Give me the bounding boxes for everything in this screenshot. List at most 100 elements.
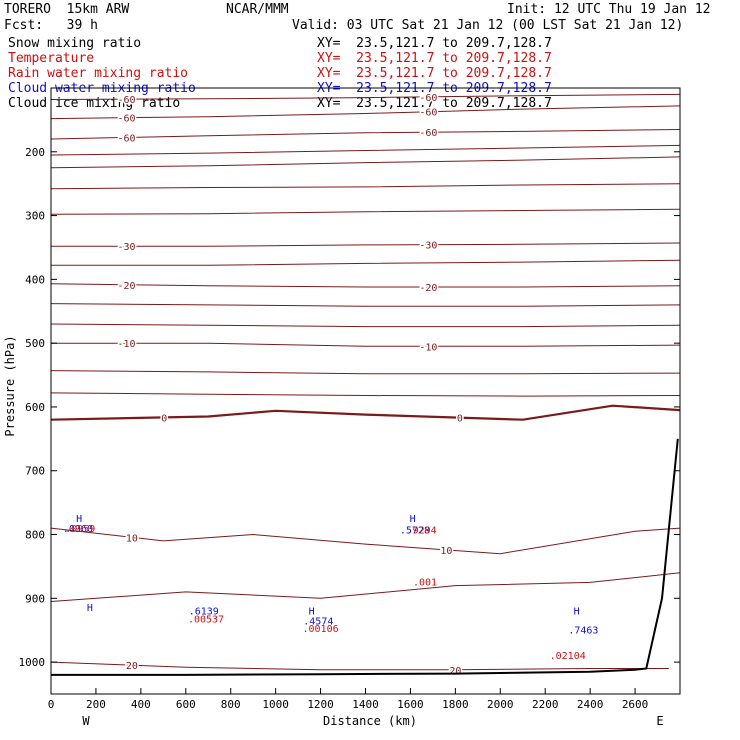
model-title: TORERO 15km ARW — [4, 2, 130, 17]
y-tick-label-3: 500 — [25, 337, 45, 350]
contour-label-9-1: -20 — [419, 283, 437, 294]
x-axis-label: Distance (km) — [323, 714, 417, 728]
annotation-1: .0960 — [63, 524, 93, 535]
xy-cloud-ice: XY= 23.5,121.7 to 209.7,128.7 — [317, 96, 552, 111]
annotation-12: .001 — [413, 578, 437, 589]
contour-label-15-0: 0 — [161, 413, 167, 424]
y-axis-label: Pressure (hPa) — [3, 335, 17, 436]
temperature-contour-4 — [50, 156, 681, 169]
x-tick-label-7: 1400 — [352, 698, 379, 711]
contour-label-2-0: -60 — [117, 134, 135, 145]
field-temperature: Temperature — [8, 51, 95, 66]
temperature-contour-13 — [50, 370, 681, 375]
annotation-2: .0959 — [65, 524, 95, 535]
contour-label-12-1: -10 — [419, 342, 437, 353]
temperature-contour-8 — [51, 259, 681, 266]
plot-frame — [50, 87, 681, 695]
contour-label-15-1: 0 — [457, 414, 463, 425]
xy-rain: XY= 23.5,121.7 to 209.7,128.7 — [317, 66, 552, 81]
annotation-7: .4574 — [303, 616, 333, 627]
y-tick-label-2: 400 — [25, 273, 45, 286]
y-tick-label-8: 1000 — [19, 656, 46, 669]
contour-label-18-1: 20 — [449, 666, 461, 677]
x-tick-label-10: 2000 — [487, 698, 514, 711]
annotation-5: .00537 — [188, 615, 224, 626]
contour-label-9-0: -20 — [117, 281, 135, 292]
east-label: E — [656, 714, 663, 728]
temperature-contour-1 — [50, 105, 681, 120]
temperature-contour-17 — [50, 572, 681, 602]
contour-label-16-0: 10 — [126, 533, 138, 544]
axes: 0 200 400 600 800 1000 1200 1400 1600 1800 2000 220… — [19, 146, 680, 711]
y-tick-label-4: 600 — [25, 401, 45, 414]
annotation-13: H — [574, 606, 580, 617]
y-tick-label-7: 900 — [25, 592, 45, 605]
x-tick-label-4: 800 — [221, 698, 241, 711]
x-tick-label-13: 2600 — [622, 698, 649, 711]
xy-snow: XY= 23.5,121.7 to 209.7,128.7 — [317, 36, 552, 51]
temperature-contour-11 — [50, 323, 681, 328]
temperature-contour-2 — [50, 129, 681, 140]
contour-label-1-0: -60 — [117, 114, 135, 125]
x-tick-label-9: 1800 — [442, 698, 469, 711]
temperature-contour-5 — [50, 183, 681, 190]
x-tick-label-12: 2400 — [577, 698, 604, 711]
x-tick-label-6: 1200 — [307, 698, 334, 711]
annotation-3: H — [87, 603, 93, 614]
contour-label-7-1: -30 — [419, 241, 437, 252]
y-tick-label-0: 200 — [25, 146, 45, 159]
field-cloud-ice: Cloud ice mixing ratio — [8, 96, 181, 111]
x-tick-label-5: 1000 — [262, 698, 289, 711]
annotation-10: .5728 — [400, 525, 430, 536]
contour-label-0-0: -60 — [117, 95, 135, 106]
x-tick-label-8: 1600 — [397, 698, 424, 711]
field-rain: Rain water mixing ratio — [8, 66, 189, 81]
center-title: NCAR/MMM — [226, 2, 289, 17]
contour-label-0-1: -60 — [419, 93, 437, 104]
field-snow: Snow mixing ratio — [8, 36, 142, 51]
temperature-contour-18 — [50, 661, 669, 671]
temperature-contour-12 — [51, 342, 681, 347]
temperature-contour-10 — [50, 303, 681, 307]
annotation-6: H — [309, 606, 315, 617]
terrain — [51, 438, 679, 676]
annotation-14: .7463 — [568, 625, 598, 636]
x-tick-label-2: 400 — [131, 698, 151, 711]
contour-label-1-1: -60 — [419, 108, 437, 119]
west-label: W — [82, 714, 90, 728]
annotation-8: .00106 — [303, 624, 339, 635]
x-tick-label-3: 600 — [176, 698, 196, 711]
temperature-contour-7 — [51, 242, 681, 247]
contour-label-16-1: 10 — [440, 546, 452, 557]
temperature-contour-6 — [50, 208, 681, 215]
contour-label-7-0: -30 — [117, 242, 135, 253]
x-tick-label-11: 2200 — [532, 698, 559, 711]
x-tick-label-1: 200 — [86, 698, 106, 711]
annotation-4: .6139 — [189, 606, 219, 617]
terrain-line — [51, 438, 679, 676]
contour-label-12-0: -10 — [117, 339, 135, 350]
y-tick-label-6: 800 — [25, 529, 45, 542]
y-tick-label-1: 300 — [25, 210, 45, 223]
valid-time: Valid: 03 UTC Sat 21 Jan 12 (00 LST Sat … — [292, 18, 684, 33]
contour-label-2-1: -60 — [419, 128, 437, 139]
temperature-contour-15 — [50, 404, 681, 421]
temperature-contour-14 — [50, 392, 681, 397]
temperature-contour-9 — [50, 283, 681, 288]
temperature-contour-3 — [50, 144, 681, 156]
annotation-11: .9294 — [407, 525, 437, 536]
forecast-hour: Fcst: 39 h — [4, 18, 98, 33]
x-tick-label-0: 0 — [48, 698, 55, 711]
xy-temperature: XY= 23.5,121.7 to 209.7,128.7 — [317, 51, 552, 66]
annotation-15: .02104 — [550, 651, 586, 662]
temperature-contours: -60 -60 -60 -60 -60 -60 -30 -30 -20 -20 -10 -10 0 0 10… — [50, 91, 681, 678]
annotation-0: H — [76, 514, 82, 525]
init-time: Init: 12 UTC Thu 19 Jan 12 — [507, 2, 711, 17]
temperature-contour-16 — [50, 527, 681, 555]
contour-label-18-0: 20 — [126, 661, 138, 672]
y-tick-label-5: 700 — [25, 465, 45, 478]
annotation-9: H — [410, 514, 416, 525]
temperature-contour-0 — [50, 93, 681, 100]
